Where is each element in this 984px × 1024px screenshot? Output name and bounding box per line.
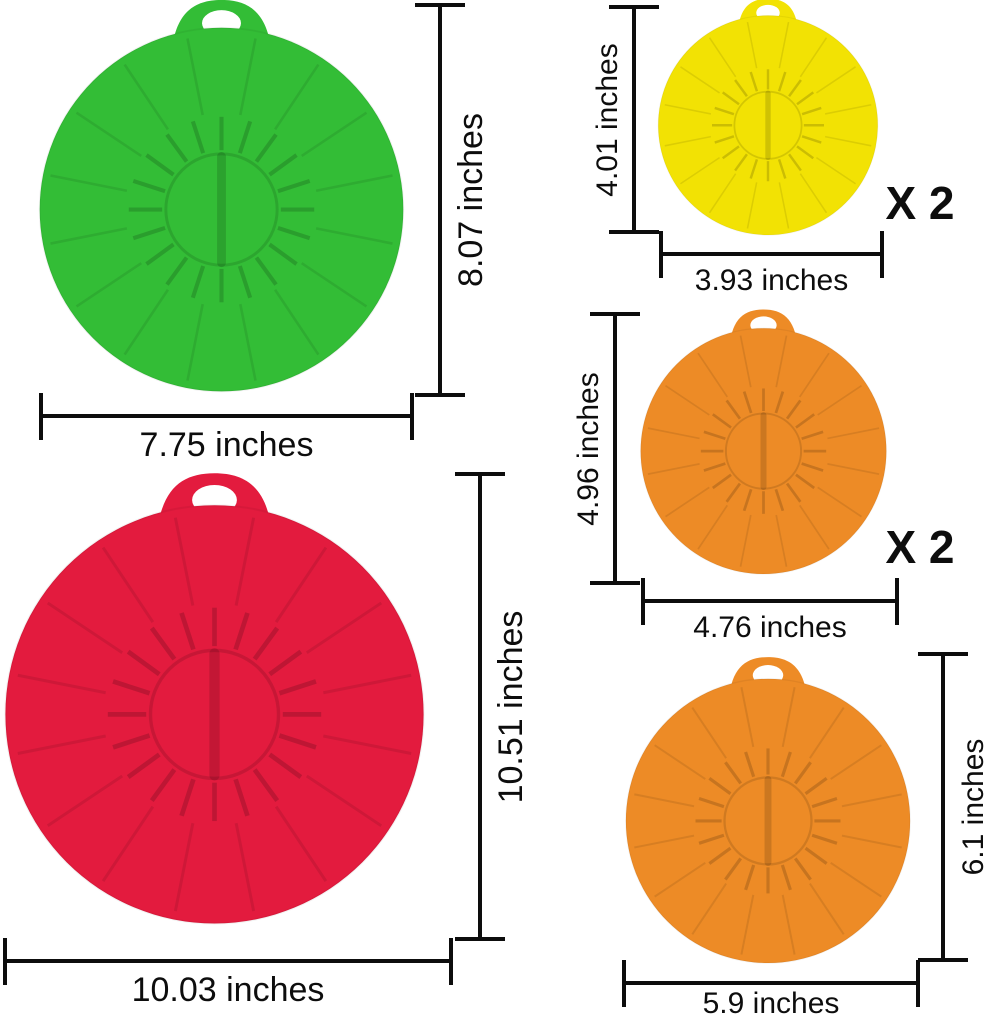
green-lid-image (38, 0, 405, 393)
dimension-end-tick (3, 938, 7, 985)
dimension-end-tick (410, 393, 414, 440)
lid-center-ridge (764, 775, 772, 866)
lid-center-disc (723, 776, 813, 866)
red-width-label: 10.03 inches (131, 971, 325, 1009)
lid-center-ridge (209, 648, 220, 781)
orange-large-lid-image (625, 657, 911, 964)
orange-medium-width-dimension-line: 4.76 inches (641, 578, 899, 643)
dimension-end-cap (455, 472, 505, 476)
green-width-dimension-line: 7.75 inches (39, 393, 414, 462)
lid-center-ridge (765, 90, 771, 160)
yellow-quantity-label: X 2 (885, 177, 955, 229)
orange-medium-quantity-label: X 2 (885, 521, 955, 573)
dimension-end-tick (641, 578, 645, 625)
orange-large-height-label: 6.1 inches (957, 738, 984, 876)
yellow-lid-image (657, 0, 879, 236)
orange-large-width-label: 5.9 inches (702, 987, 840, 1020)
orange-large-height-dimension-line: 6.1 inches (918, 652, 984, 962)
orange-large-width-dimension-line: 5.9 inches (622, 960, 920, 1019)
dimension-end-cap (590, 581, 640, 585)
lid-center-disc (724, 412, 803, 490)
dimension-end-cap (455, 937, 505, 941)
dimension-end-tick (895, 578, 899, 625)
red-height-dimension-line: 10.51 inches (455, 472, 530, 941)
dimension-end-cap (918, 958, 968, 962)
yellow-width-label: 3.93 inches (694, 264, 849, 297)
yellow-height-label: 4.01 inches (591, 42, 624, 197)
dimension-end-cap (415, 3, 465, 7)
dimension-end-cap (590, 312, 640, 316)
dimension-end-cap (415, 393, 465, 397)
lid-center-ridge (760, 412, 767, 491)
dimension-end-tick (39, 393, 43, 440)
lid-center-disc (733, 90, 803, 160)
green-width-label: 7.75 inches (139, 426, 314, 464)
green-height-dimension-line: 8.07 inches (415, 3, 490, 397)
dimension-end-cap (609, 230, 659, 234)
lid-center-disc (164, 152, 279, 267)
dimension-end-tick (659, 231, 663, 278)
dimension-end-tick (449, 938, 453, 985)
dimension-end-cap (918, 652, 968, 656)
red-lid-image (4, 473, 425, 925)
dimension-end-tick (880, 231, 884, 278)
red-width-dimension-line: 10.03 inches (3, 938, 453, 1007)
yellow-height-dimension-line: 4.01 inches (591, 5, 659, 234)
lid-center-disc (148, 648, 281, 781)
yellow-width-dimension-line: 3.93 inches (659, 231, 884, 296)
orange-medium-height-dimension-line: 4.96 inches (572, 312, 640, 585)
orange-medium-height-label: 4.96 inches (572, 371, 605, 526)
dimension-end-tick (916, 960, 920, 1007)
dimension-end-tick (622, 960, 626, 1007)
orange-medium-lid-image (640, 309, 887, 575)
green-height-label: 8.07 inches (452, 113, 490, 287)
orange-medium-width-label: 4.76 inches (693, 611, 847, 644)
red-height-label: 10.51 inches (492, 610, 530, 803)
lid-center-ridge (217, 152, 226, 268)
dimension-end-cap (609, 5, 659, 9)
